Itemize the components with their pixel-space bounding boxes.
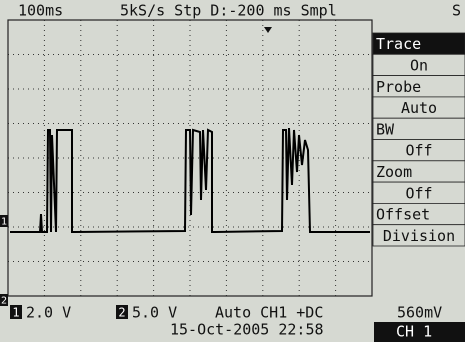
trigger-info: Auto CH1 +DC [215, 304, 323, 322]
ch1-scale: 2.0 V [26, 304, 71, 322]
menu-item[interactable]: Off [405, 142, 432, 160]
menu-item[interactable]: Trace [376, 35, 421, 53]
status: S [452, 2, 461, 20]
acquisition: 5kS/s Stp D:-200 ms Smpl [120, 2, 337, 20]
ch1-marker: 1 [1, 217, 7, 228]
menu-item[interactable]: Off [405, 184, 432, 202]
menu-item[interactable]: Probe [376, 78, 421, 96]
ch2-icon-label: 2 [118, 306, 125, 320]
channel[interactable]: CH 1 [396, 323, 432, 341]
menu-item[interactable]: Offset [376, 206, 430, 224]
readout: 560mV [397, 304, 442, 322]
datetime: 15-Oct-2005 22:58 [170, 321, 324, 339]
ch2-marker: 2 [1, 296, 7, 307]
menu-item[interactable]: BW [376, 120, 395, 138]
menu-item[interactable]: Division [383, 227, 455, 245]
ch1-icon-label: 1 [12, 306, 19, 320]
menu-item[interactable]: Auto [401, 99, 437, 117]
oscilloscope-screen: 100ms 5kS/s Stp D:-200 ms Smpl S 1 2 Tra… [0, 0, 465, 342]
side-menu: Trace On Probe Auto BW Off Zoom Off Offset Divisi… [373, 33, 465, 246]
menu-item[interactable]: Zoom [376, 163, 412, 181]
menu-item[interactable]: On [410, 56, 428, 74]
timebase: 100ms [18, 2, 63, 20]
ch2-scale: 5.0 V [132, 304, 177, 322]
